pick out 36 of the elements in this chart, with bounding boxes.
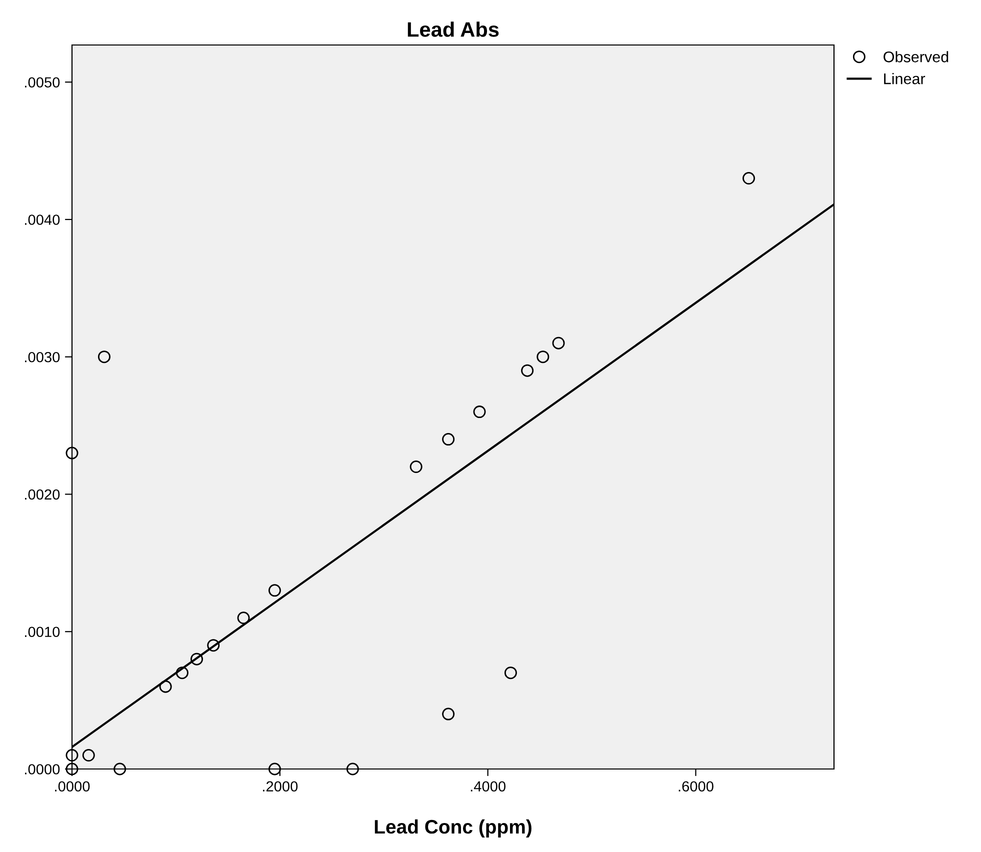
y-tick-label: .0050 xyxy=(25,77,60,88)
y-tick-label: .0040 xyxy=(25,214,60,225)
y-tick-label: .0000 xyxy=(25,764,60,774)
legend-label: Linear xyxy=(884,72,926,84)
point xyxy=(159,680,172,693)
point xyxy=(237,612,250,624)
point xyxy=(442,708,455,720)
y-tick-label: .0010 xyxy=(25,626,60,638)
x-tick-label: .6000 xyxy=(678,781,714,792)
point xyxy=(536,350,550,364)
y-tick-label: .0020 xyxy=(25,489,60,500)
x-axis-title: Lead Conc (ppm) xyxy=(374,819,532,838)
point xyxy=(473,406,486,418)
point xyxy=(190,652,203,666)
point xyxy=(442,433,455,446)
point xyxy=(82,749,95,762)
x-tick-label: .4000 xyxy=(470,781,506,792)
chart-title: Lead Abs xyxy=(408,22,499,37)
point xyxy=(207,639,220,652)
point xyxy=(521,364,534,377)
point xyxy=(66,749,78,762)
point xyxy=(114,762,126,776)
point xyxy=(268,762,281,776)
x-tick-label: .0000 xyxy=(55,781,90,792)
y-tick-label: .0030 xyxy=(25,352,60,362)
point xyxy=(410,460,422,474)
point xyxy=(552,336,565,350)
legend-label: Observed xyxy=(884,51,948,62)
point xyxy=(98,350,110,364)
point xyxy=(346,762,359,776)
point xyxy=(268,584,281,597)
x-tick-label: .2000 xyxy=(263,781,298,792)
point xyxy=(66,446,78,460)
point xyxy=(504,666,517,680)
point xyxy=(742,172,756,185)
point xyxy=(176,666,188,680)
